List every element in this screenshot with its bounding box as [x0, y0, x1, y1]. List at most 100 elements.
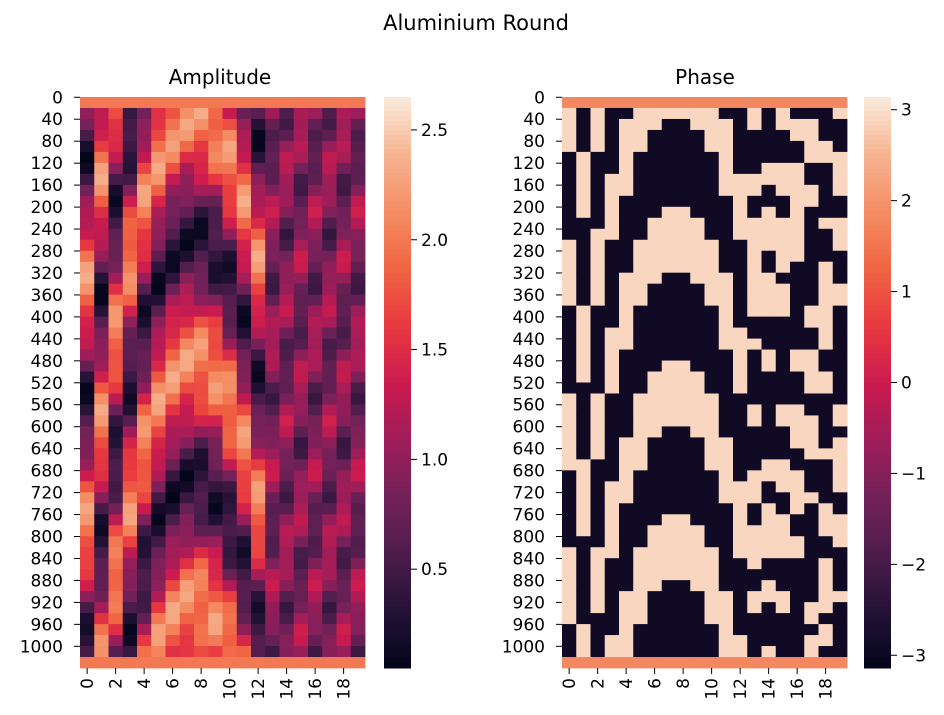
- heatmap-cell: [208, 97, 223, 109]
- heatmap-cell: [647, 646, 663, 658]
- heatmap-cell: [265, 514, 280, 526]
- colorbar-segment: [384, 501, 411, 507]
- heatmap-cell: [308, 294, 323, 307]
- heatmap-cell: [80, 97, 95, 109]
- heatmap-cell: [293, 206, 309, 219]
- heatmap-cell: [137, 536, 152, 548]
- heatmap-cell: [350, 437, 366, 449]
- heatmap-cell: [251, 481, 266, 493]
- colorbar-segment: [864, 411, 891, 417]
- heatmap-cell: [690, 459, 705, 471]
- heatmap-cell: [690, 294, 705, 307]
- heatmap-cell: [336, 492, 352, 504]
- heatmap-cell: [279, 624, 295, 636]
- heatmap-cell: [251, 470, 266, 482]
- heatmap-cell: [179, 448, 195, 460]
- heatmap-cell: [747, 426, 762, 438]
- colorbar-segment: [384, 372, 411, 379]
- heatmap-cell: [733, 459, 748, 471]
- heatmap-cell: [804, 437, 819, 449]
- heatmap-cell: [94, 107, 109, 120]
- heatmap-cell: [279, 503, 295, 515]
- heatmap-cell: [236, 140, 252, 153]
- colorbar-segment: [864, 163, 891, 169]
- heatmap-cell: [137, 338, 152, 350]
- heatmap-cell: [308, 239, 323, 252]
- heatmap-cell: [733, 162, 748, 175]
- heatmap-cell: [194, 470, 209, 482]
- heatmap-cell: [590, 195, 606, 208]
- heatmap-cell: [108, 569, 124, 581]
- heatmap-cell: [179, 437, 195, 449]
- heatmap-cell: [661, 415, 677, 427]
- x-tick-label: 6: [164, 678, 184, 689]
- heatmap-cell: [137, 646, 152, 658]
- colorbar-segment: [864, 158, 891, 165]
- heatmap-cell: [194, 239, 209, 252]
- heatmap-cell: [747, 657, 762, 669]
- heatmap-cell: [832, 525, 848, 537]
- heatmap-cell: [94, 349, 109, 361]
- heatmap-cell: [747, 250, 762, 263]
- heatmap-cell: [761, 239, 777, 252]
- heatmap-cell: [308, 228, 323, 241]
- heatmap-cell: [604, 525, 620, 537]
- x-tick-label: 18: [817, 678, 837, 700]
- heatmap-cell: [336, 382, 352, 394]
- heatmap-cell: [108, 459, 124, 471]
- heatmap-cell: [194, 162, 209, 175]
- heatmap-cell: [122, 404, 138, 416]
- heatmap-cell: [804, 239, 819, 252]
- heatmap-cell: [676, 536, 691, 548]
- colorbar-segment: [384, 591, 411, 598]
- heatmap-cell: [661, 173, 677, 186]
- heatmap-cell: [151, 184, 166, 197]
- heatmap-cell: [137, 547, 152, 559]
- heatmap-cell: [733, 217, 748, 230]
- heatmap-cell: [137, 635, 152, 647]
- heatmap-cell: [122, 316, 138, 328]
- heatmap-cell: [208, 459, 223, 471]
- heatmap-cell: [137, 217, 152, 230]
- y-tick-label: 520: [513, 374, 545, 394]
- heatmap-cell: [747, 448, 762, 460]
- colorbar-segment: [864, 415, 891, 422]
- heatmap-cell: [733, 173, 748, 186]
- heatmap-cell: [733, 239, 748, 252]
- heatmap-cell: [251, 514, 266, 526]
- heatmap-cell: [222, 382, 238, 394]
- heatmap-cell: [279, 239, 295, 252]
- heatmap-cell: [350, 646, 366, 658]
- heatmap-cell: [661, 129, 677, 142]
- colorbar-segment: [384, 315, 411, 322]
- heatmap-cell: [308, 129, 323, 142]
- heatmap-cell: [604, 492, 620, 504]
- heatmap-cell: [562, 228, 577, 241]
- heatmap-cell: [80, 558, 95, 570]
- heatmap-cell: [633, 635, 648, 647]
- colorbar-segment: [384, 287, 411, 293]
- heatmap-cell: [222, 470, 238, 482]
- heatmap-cell: [633, 327, 648, 339]
- heatmap-cell: [633, 371, 648, 383]
- heatmap-cell: [208, 602, 223, 614]
- heatmap-cell: [775, 437, 791, 449]
- heatmap-cell: [279, 646, 295, 658]
- heatmap-cell: [576, 448, 591, 460]
- heatmap-cell: [804, 536, 819, 548]
- heatmap-cell: [80, 118, 95, 131]
- heatmap-cell: [832, 415, 848, 427]
- heatmap-cell: [236, 294, 252, 307]
- heatmap-cell: [265, 360, 280, 372]
- heatmap-cell: [818, 327, 834, 339]
- heatmap-cell: [208, 118, 223, 131]
- heatmap-cell: [604, 184, 620, 197]
- heatmap-cell: [647, 382, 663, 394]
- colorbar-segment: [384, 515, 411, 521]
- heatmap-cell: [832, 514, 848, 526]
- heatmap-cell: [619, 404, 634, 416]
- heatmap-cell: [236, 371, 252, 383]
- heatmap-cell: [222, 239, 238, 252]
- heatmap-cell: [236, 261, 252, 274]
- heatmap-cell: [179, 514, 195, 526]
